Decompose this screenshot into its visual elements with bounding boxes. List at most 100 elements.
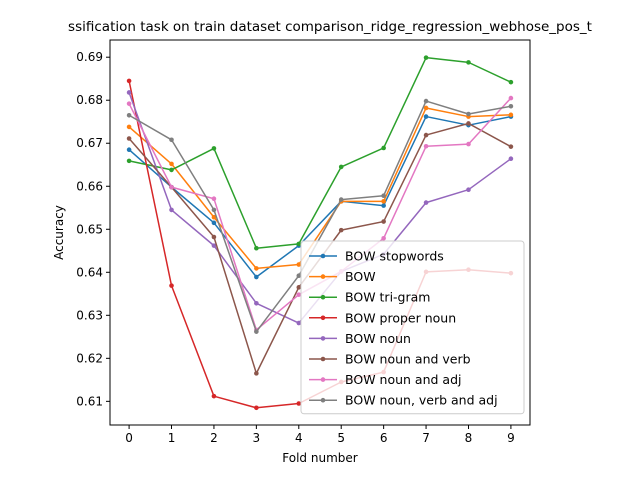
legend-item: BOW tri-gram	[309, 290, 430, 305]
x-tick-label: 4	[295, 431, 303, 445]
data-point	[423, 98, 429, 104]
data-point	[211, 393, 217, 399]
data-point	[126, 136, 132, 141]
data-point	[254, 245, 259, 251]
data-point	[211, 234, 217, 240]
legend: BOW stopwords BOW BOW tri-gram BOW proper n…	[300, 240, 525, 415]
y-tick-label: 0.66	[76, 179, 103, 193]
y-tick-label: 0.63	[76, 308, 103, 322]
data-point	[466, 60, 471, 65]
legend-label: BOW tri-gram	[345, 290, 430, 305]
x-tick-label: 3	[253, 431, 261, 445]
series-line	[128, 115, 512, 278]
x-tick-label: 0	[125, 431, 133, 445]
y-tick-label: 0.65	[76, 222, 103, 236]
legend-marker	[320, 315, 326, 321]
data-point	[126, 112, 132, 118]
data-point	[296, 292, 302, 297]
y-axis: 0.61 0.62 0.63 0.64 0.65 0.66 0.67 0.68 0.69	[76, 50, 110, 408]
data-point	[508, 95, 514, 101]
data-point	[296, 285, 302, 290]
data-point	[381, 145, 386, 151]
data-point	[169, 207, 174, 213]
data-point	[211, 214, 217, 220]
data-point	[126, 101, 132, 106]
legend-item: BOW	[309, 269, 376, 284]
legend-marker	[320, 294, 326, 300]
data-point	[508, 79, 514, 85]
y-axis-label: Accuracy	[52, 205, 66, 260]
data-point	[169, 283, 174, 288]
x-tick-label: 2	[210, 431, 218, 445]
x-axis: 0 1 2 3 4 5 6 7 8 9	[125, 425, 515, 445]
series-line	[128, 100, 512, 333]
legend-item: BOW noun and adj	[309, 372, 461, 387]
legend-item: BOW noun	[309, 331, 411, 346]
plot-frame	[109, 39, 531, 426]
y-tick-label: 0.68	[76, 93, 103, 107]
x-tick-label: 7	[422, 431, 430, 445]
data-point	[126, 78, 132, 84]
data-point	[211, 146, 217, 151]
legend-marker	[320, 336, 326, 341]
data-point	[254, 274, 259, 280]
data-point	[126, 158, 132, 164]
data-point	[423, 55, 429, 60]
data-point	[254, 266, 259, 271]
data-point	[296, 273, 302, 279]
data-point	[254, 405, 259, 411]
legend-label: BOW noun	[345, 331, 411, 346]
x-tick-label: 1	[168, 431, 176, 445]
data-point	[254, 300, 259, 306]
data-point	[254, 329, 259, 334]
data-point	[169, 167, 174, 173]
data-point	[169, 184, 174, 190]
series-1	[126, 114, 514, 280]
y-tick-label: 0.61	[76, 394, 103, 408]
chart-title: ssification task on train dataset compar…	[68, 19, 592, 35]
x-tick-label: 8	[465, 431, 473, 445]
data-point	[126, 90, 132, 95]
data-point	[296, 401, 302, 406]
data-point	[466, 111, 471, 117]
legend-marker	[320, 274, 326, 279]
legend-item: BOW noun, verb and adj	[309, 393, 498, 408]
data-point	[466, 141, 471, 147]
series-8	[126, 98, 514, 334]
legend-marker	[320, 397, 326, 403]
legend-marker	[320, 377, 326, 382]
legend-label: BOW noun, verb and adj	[345, 393, 498, 408]
data-point	[169, 161, 174, 167]
legend-label: BOW stopwords	[345, 249, 444, 264]
data-point	[126, 147, 132, 152]
legend-box	[300, 240, 525, 415]
series-line	[128, 107, 511, 270]
data-point	[296, 262, 302, 267]
legend-label: BOW noun and verb	[345, 352, 471, 367]
series-2	[126, 105, 514, 271]
data-point	[211, 207, 217, 213]
data-point	[211, 243, 217, 248]
legend-label: BOW	[345, 269, 376, 284]
y-tick-label: 0.64	[76, 265, 103, 279]
data-point	[466, 121, 471, 126]
data-point	[508, 103, 514, 109]
series-line	[128, 56, 512, 249]
legend-marker	[320, 253, 326, 259]
data-point	[338, 164, 344, 170]
data-point	[381, 193, 386, 199]
legend-item: BOW proper noun	[309, 310, 456, 325]
data-point	[381, 203, 386, 208]
data-point	[381, 199, 386, 204]
data-point	[508, 144, 514, 149]
data-point	[381, 236, 386, 241]
data-point	[126, 124, 132, 130]
data-point	[338, 197, 344, 202]
x-tick-label: 9	[507, 431, 515, 445]
legend-item: BOW stopwords	[309, 249, 444, 264]
data-point	[296, 241, 302, 247]
y-tick-label: 0.62	[76, 351, 103, 365]
x-axis-label: Fold number	[282, 451, 357, 465]
data-point	[423, 132, 429, 138]
